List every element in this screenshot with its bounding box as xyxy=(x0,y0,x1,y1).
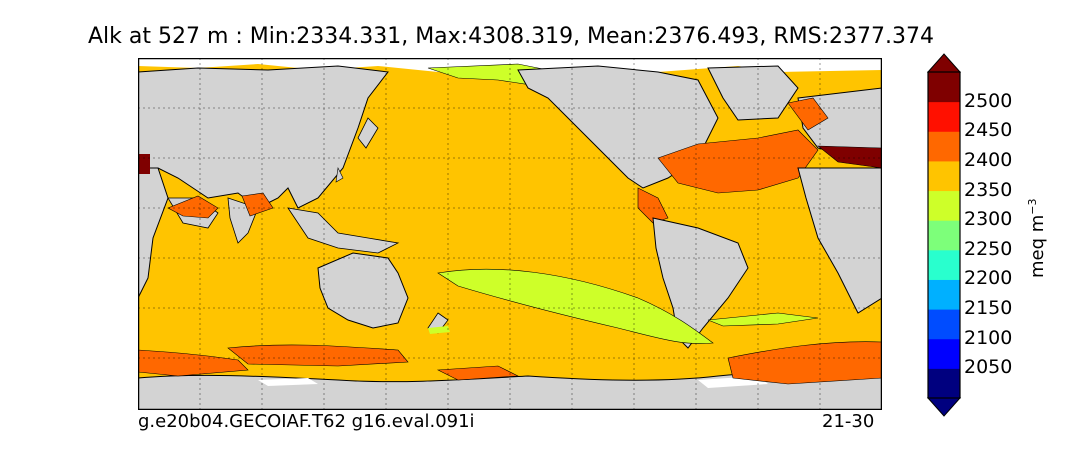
south-atlantic-green-region xyxy=(707,312,819,327)
ice-patch xyxy=(258,378,318,386)
labrador-sea-orange xyxy=(787,97,829,131)
red-sea-patch xyxy=(138,154,150,174)
colorbar-tick-label: 2500 xyxy=(964,89,1013,112)
colorbar-segment xyxy=(928,160,960,192)
mediterranean-dark-patch xyxy=(817,145,882,169)
colorbar-segment xyxy=(928,72,960,103)
colorbar xyxy=(926,53,962,417)
greenland-landmass xyxy=(707,65,799,121)
colorbar-tick-label: 2200 xyxy=(964,267,1013,290)
colorbar-frame xyxy=(927,71,961,399)
north-atlantic-orange xyxy=(657,129,819,194)
colorbar-tick-label: 2250 xyxy=(964,237,1013,260)
plot-title: Alk at 527 m : Min:2334.331, Max:4308.31… xyxy=(87,24,934,49)
taiwan-landmass xyxy=(335,167,344,183)
nz-green-patch xyxy=(428,326,450,334)
run-name: g.e20b04.GECOIAF.T62 g16.eval.091i xyxy=(138,411,475,432)
unit-exponent: −3 xyxy=(1026,198,1039,215)
japan-landmass xyxy=(357,117,379,149)
south-pacific-green-region xyxy=(437,268,714,344)
arabian-sea-orange xyxy=(167,195,219,219)
colorbar-segment xyxy=(928,368,960,399)
colorbar-segment xyxy=(928,338,960,369)
map-frame xyxy=(138,58,882,410)
southern-ocean-orange xyxy=(727,341,882,385)
colorbar-segment xyxy=(928,220,960,251)
colorbar-segment xyxy=(928,131,960,162)
africa-landmass xyxy=(138,167,169,299)
colorbar-segment xyxy=(928,249,960,280)
colorbar-tick-label: 2150 xyxy=(964,297,1013,320)
colorbar-tick-label: 2100 xyxy=(964,326,1013,349)
year-range: 21-30 xyxy=(822,411,875,432)
graticule xyxy=(138,58,882,410)
colorbar-min-arrow xyxy=(926,397,962,417)
colorbar-segment xyxy=(928,190,960,221)
colorbar-tick-label: 2450 xyxy=(964,119,1013,142)
indonesia-landmass xyxy=(287,207,400,254)
colorbar-unit: meq m−3 xyxy=(1026,198,1048,278)
colorbar-tick-label: 2300 xyxy=(964,208,1013,231)
australia-landmass xyxy=(317,252,409,329)
colorbar-segment xyxy=(928,309,960,340)
colorbar-segment xyxy=(928,279,960,310)
colorbar-tick-label: 2350 xyxy=(964,178,1013,201)
unit-base: meq m xyxy=(1027,214,1048,278)
ocean-map xyxy=(138,58,882,410)
southern-ocean-orange xyxy=(436,365,520,381)
west-africa-landmass xyxy=(797,167,882,314)
colorbar-max-arrow xyxy=(926,53,962,73)
colorbar-tick-label: 2400 xyxy=(964,148,1013,171)
southern-ocean-orange xyxy=(138,349,249,377)
colorbar-segment xyxy=(928,101,960,132)
colorbar-tick-label: 2050 xyxy=(964,356,1013,379)
